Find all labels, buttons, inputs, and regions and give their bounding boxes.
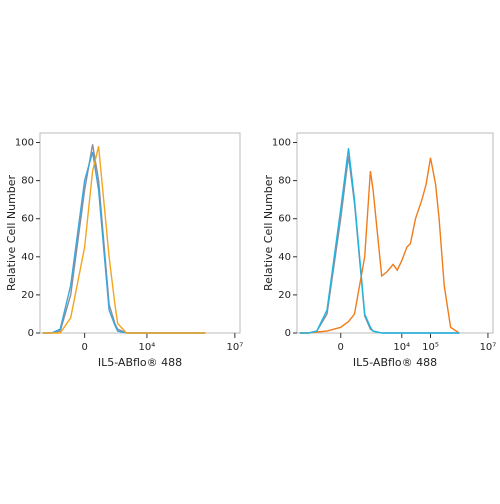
y-tick-label: 100 <box>15 138 34 149</box>
x-axis-label: IL5-ABflo® 488 <box>353 356 437 369</box>
x-tick-label: 10⁴ <box>393 342 410 353</box>
y-tick-label: 20 <box>21 290 34 301</box>
y-tick-label: 40 <box>278 252 291 263</box>
y-tick-label: 60 <box>21 214 34 225</box>
x-tick-label: 10⁵ <box>422 342 439 353</box>
y-tick-label: 20 <box>278 290 291 301</box>
histogram-line <box>42 144 206 334</box>
x-tick-label: 10⁷ <box>226 342 243 353</box>
x-tick-label: 10⁷ <box>480 342 497 353</box>
histogram-line <box>42 146 206 334</box>
y-axis-label: Relative Cell Number <box>5 174 18 291</box>
x-tick-label: 0 <box>338 342 344 353</box>
y-tick-label: 100 <box>272 138 291 149</box>
y-axis-label: Relative Cell Number <box>262 174 275 291</box>
y-tick-label: 40 <box>21 252 34 263</box>
plot-frame <box>39 132 241 334</box>
y-tick-label: 80 <box>278 176 291 187</box>
y-tick-label: 0 <box>28 328 34 339</box>
y-tick-label: 0 <box>285 328 291 339</box>
histogram-line <box>299 157 460 334</box>
x-tick-label: 10⁴ <box>139 342 156 353</box>
x-tick-label: 0 <box>81 342 87 353</box>
x-axis-label: IL5-ABflo® 488 <box>98 356 182 369</box>
y-tick-label: 80 <box>21 176 34 187</box>
plot-frame <box>296 132 494 334</box>
histogram-line <box>299 148 460 334</box>
y-tick-label: 60 <box>278 214 291 225</box>
